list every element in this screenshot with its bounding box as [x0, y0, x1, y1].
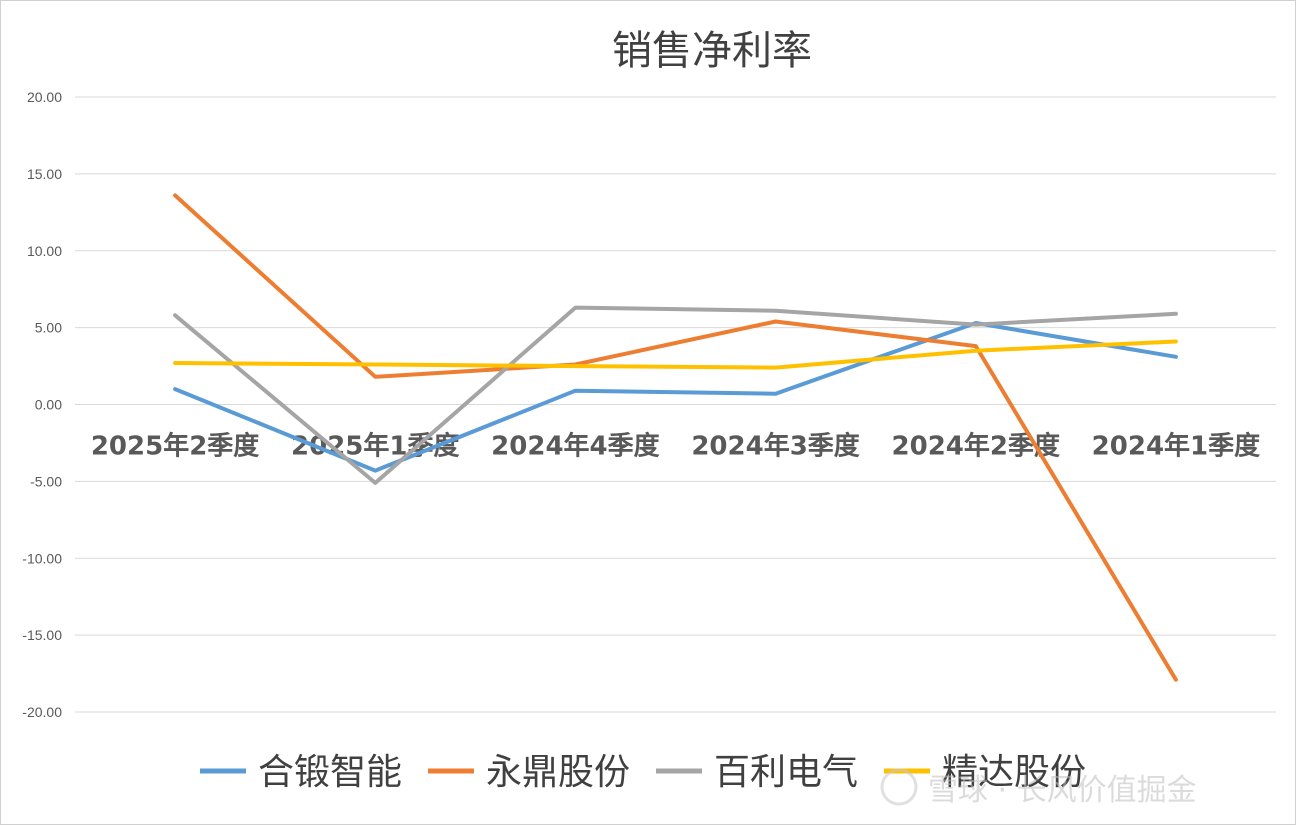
chart-title: 销售净利率	[612, 28, 812, 74]
y-tick-label: -15.00	[22, 627, 62, 643]
x-tick-label: 2024年3季度	[691, 431, 859, 462]
x-tick-label: 2024年2季度	[892, 431, 1060, 462]
legend-label: 精达股份	[942, 752, 1086, 793]
gridlines	[75, 96, 1276, 713]
watermark-text: 雪球 · 长风价值掘金	[928, 773, 1197, 808]
watermark: 雪球 · 长风价值掘金	[880, 768, 1197, 808]
legend-label: 合锻智能	[258, 752, 402, 793]
series-line-3	[173, 305, 1178, 485]
watermark-logo-icon	[880, 768, 918, 806]
legend: 合锻智能 永鼎股份 百利电气 精达股份	[200, 752, 1086, 793]
legend-label: 永鼎股份	[486, 752, 630, 793]
x-tick-label: 2025年2季度	[91, 431, 259, 462]
y-tick-label: 0.00	[35, 397, 62, 413]
x-tick-label: 2024年1季度	[1092, 431, 1260, 462]
series-line-4	[173, 339, 1178, 370]
series-line-2	[173, 193, 1178, 682]
series-lines	[173, 193, 1178, 682]
y-tick-label: -20.00	[22, 704, 62, 720]
y-tick-label: -5.00	[30, 473, 62, 489]
y-tick-label: -10.00	[22, 550, 62, 566]
legend-label: 百利电气	[714, 752, 858, 793]
x-axis-tick-labels: 2025年2季度 2025年1季度 2024年4季度 2024年3季度 2024年2季度…	[91, 431, 1260, 462]
x-tick-label: 2024年4季度	[491, 431, 659, 462]
y-tick-label: 20.00	[27, 89, 62, 105]
y-tick-label: 10.00	[27, 243, 62, 259]
y-tick-label: 15.00	[27, 166, 62, 182]
y-tick-label: 5.00	[35, 320, 62, 336]
y-axis-tick-labels: 20.00 15.00 10.00 5.00 0.00 -5.00 -10.00 -15.00…	[22, 89, 62, 720]
